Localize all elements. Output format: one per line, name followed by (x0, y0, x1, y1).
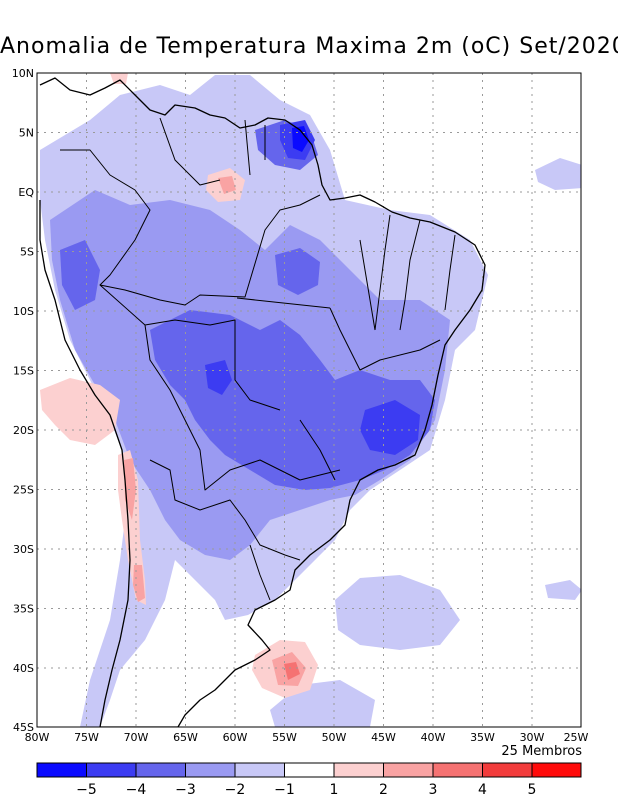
lat-label: 40S (13, 662, 34, 675)
lon-label: 80W (25, 731, 50, 744)
colorbar-swatch (531, 762, 582, 778)
warm-anomaly-argentina-atlantic-l3 (284, 662, 300, 680)
lat-label: 5S (20, 246, 34, 259)
warm-anomaly-north-coast (110, 73, 128, 84)
lat-label: 10S (13, 305, 34, 318)
colorbar-swatch (234, 762, 285, 778)
lon-label: 75W (74, 731, 99, 744)
colorbar-swatch (135, 762, 186, 778)
lat-label: 25S (13, 484, 34, 497)
colorbar-label: 1 (330, 782, 339, 798)
lon-label: 60W (223, 731, 248, 744)
colorbar-label: 2 (379, 782, 388, 798)
colorbar-label: 3 (429, 782, 438, 798)
lat-label: 45S (13, 721, 34, 734)
colorbar-swatch (284, 762, 335, 778)
lat-label: 35S (13, 603, 34, 616)
cold-anomaly-level4-mt (205, 360, 232, 395)
plot-frame (36, 72, 582, 728)
lon-label: 50W (322, 731, 347, 744)
lon-label: 35W (470, 731, 495, 744)
colorbar-swatch (333, 762, 384, 778)
colorbar-label: −4 (126, 782, 147, 798)
colorbar-swatch (432, 762, 483, 778)
map-title: Anomalia de Temperatura Maxima 2m (oC) S… (0, 34, 618, 59)
lon-label: 25W (564, 731, 589, 744)
longitude-labels: 80W 75W 70W 65W 60W 55W 50W 45W 40W 35W … (25, 731, 589, 744)
lat-label: 15S (13, 365, 34, 378)
cold-anomaly-east (535, 158, 581, 190)
lat-label: 10N (12, 67, 34, 80)
colorbar-label: −3 (175, 782, 196, 798)
coastline-and-borders (39, 77, 486, 727)
cold-anomaly-level3-center (150, 310, 435, 490)
colorbar-swatch (36, 762, 87, 778)
country-borders (60, 117, 456, 601)
warm-anomaly-guyana-core (218, 176, 236, 194)
lon-label: 40W (421, 731, 446, 744)
anomaly-fields (40, 73, 581, 727)
cold-anomaly-atlantic (335, 575, 460, 650)
continent-coastline (39, 77, 486, 727)
colorbar-label: −1 (274, 782, 295, 798)
warm-anomaly-pacific (40, 378, 120, 445)
lat-label: EQ (18, 186, 34, 199)
lat-label: 5N (19, 127, 34, 140)
cold-anomaly-level3-west (60, 240, 100, 310)
colorbar-label: −2 (225, 782, 246, 798)
lon-label: 45W (371, 731, 396, 744)
colorbar-label: −5 (76, 782, 97, 798)
colorbar-label: 5 (528, 782, 537, 798)
colorbar-label: 4 (478, 782, 487, 798)
colorbar-swatch (383, 762, 434, 778)
cold-anomaly-level3-amazon (275, 248, 320, 295)
lat-label: 30S (13, 543, 34, 556)
colorbar-swatch (482, 762, 533, 778)
cold-anomaly-se (545, 580, 581, 600)
latitude-labels: 10N 5N EQ 5S 10S 15S 20S 25S 30S 35S 40S… (12, 67, 35, 734)
colorbar-swatch (86, 762, 137, 778)
cold-anomaly-level4-bahia (360, 400, 420, 455)
lon-label: 70W (124, 731, 149, 744)
lat-label: 20S (13, 424, 34, 437)
lon-label: 55W (272, 731, 297, 744)
lon-label: 30W (520, 731, 545, 744)
colorbar: −5 −4 −3 −2 −1 1 2 3 4 5 (36, 762, 582, 798)
colorbar-swatch (185, 762, 236, 778)
members-note: 25 Membros (501, 744, 582, 759)
lon-label: 65W (173, 731, 198, 744)
